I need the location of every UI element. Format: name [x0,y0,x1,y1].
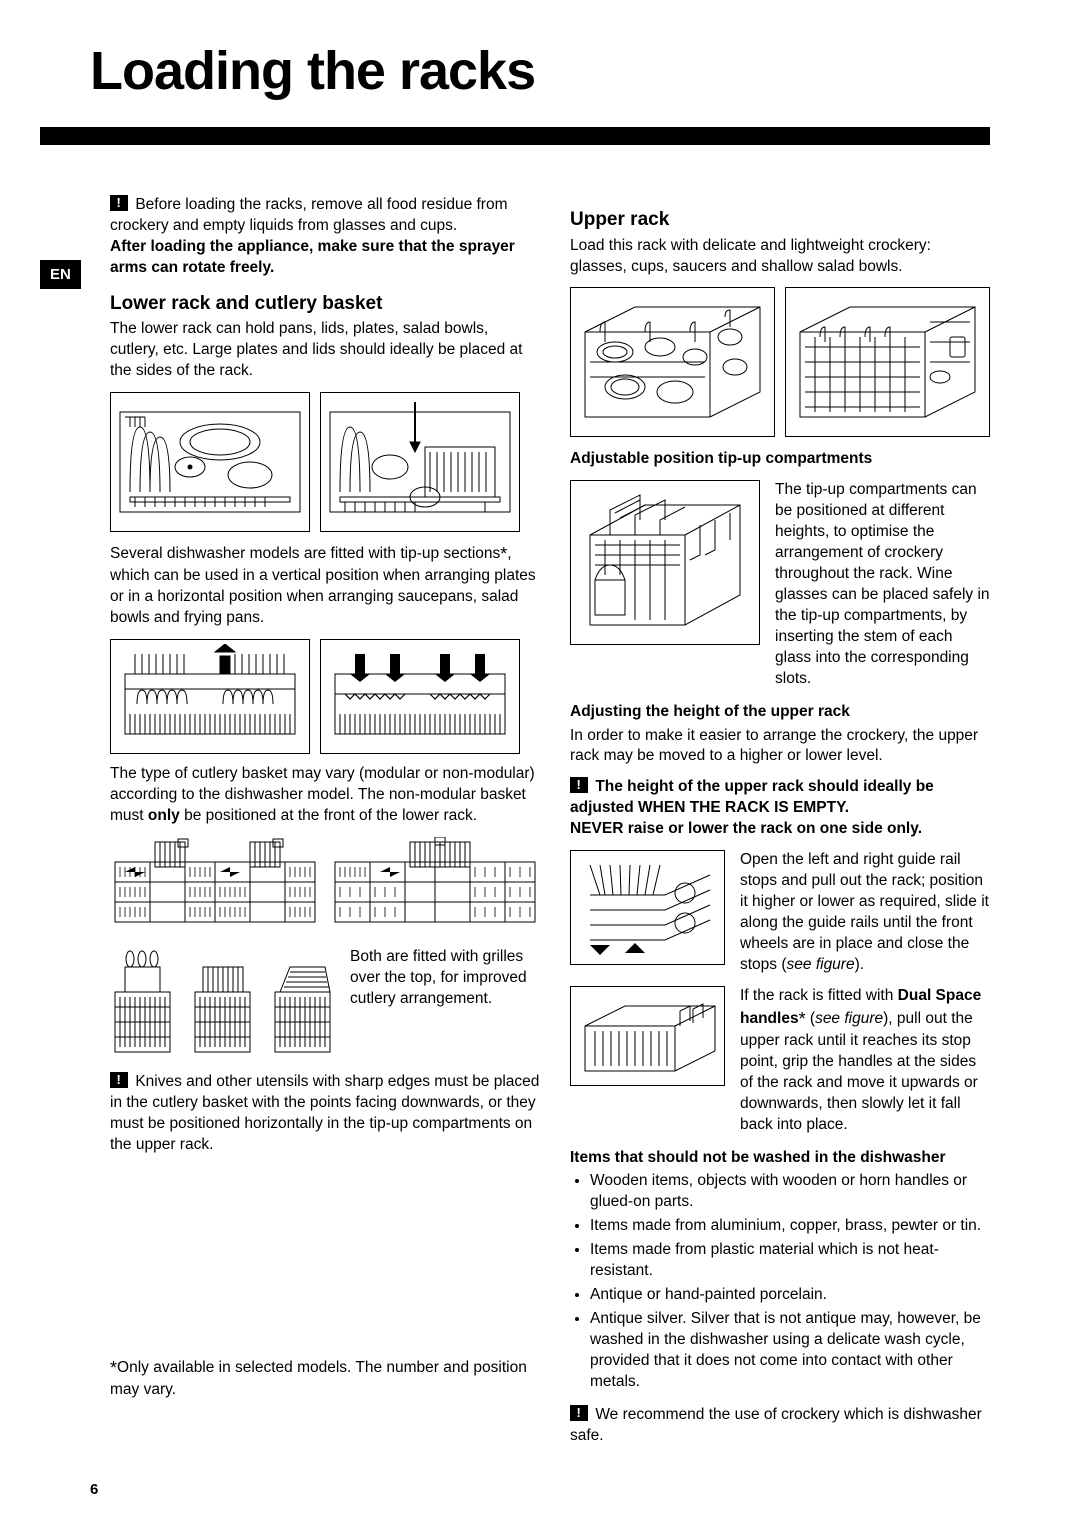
dual-space-text: If the rack is fitted with Dual Space ha… [740,986,990,1136]
adjustable-figure [570,480,760,645]
upper-rack-figure-1 [570,287,775,437]
intro-paragraph: Before loading the racks, remove all foo… [110,195,540,279]
intro-text-2: After loading the appliance, make sure t… [110,238,515,276]
cutlery-figure-row [110,837,540,937]
lower-rack-text: The lower rack can hold pans, lids, plat… [110,319,540,382]
language-tab: EN [40,260,81,289]
upper-rack-heading: Upper rack [570,207,990,233]
knives-text: Knives and other utensils with sharp edg… [110,1072,540,1156]
tipup-figure-1 [110,639,310,754]
asterisk-icon: * [110,1358,117,1378]
adjustable-row: The tip-up compartments can be positione… [570,480,990,689]
guide-rail-row: Open the left and right guide rail stops… [570,850,990,976]
right-column: Upper rack Load this rack with delicate … [570,195,990,1457]
list-item: Antique or hand-painted porcelain. [590,1285,990,1306]
dual-space-figure [570,986,725,1086]
list-item: Wooden items, objects with wooden or hor… [590,1171,990,1213]
dual-space-row: If the rack is fitted with Dual Space ha… [570,986,990,1136]
footnote: *Only available in selected models. The … [110,1356,540,1401]
guide-rail-text: Open the left and right guide rail stops… [740,850,990,976]
intro-text-1: Before loading the racks, remove all foo… [110,196,508,234]
list-item: Items made from plastic material which i… [590,1240,990,1282]
adjustable-heading: Adjustable position tip-up compartments [570,449,990,470]
warning-icon [570,1405,588,1421]
page-number: 6 [90,1481,98,1498]
cutlery-double-figure [110,947,335,1062]
lower-rack-figure-1 [110,392,310,532]
lower-rack-figure-row [110,392,540,532]
not-wash-list: Wooden items, objects with wooden or hor… [570,1171,990,1392]
upper-rack-text: Load this rack with delicate and lightwe… [570,236,990,278]
upper-rack-figure-row [570,287,990,437]
not-wash-heading: Items that should not be washed in the d… [570,1148,990,1169]
recommend-text: We recommend the use of crockery which i… [570,1405,990,1447]
cutlery-figure-2 [330,837,540,937]
divider-bar [40,127,990,145]
tipup-figure-2 [320,639,520,754]
lower-rack-figure-2 [320,392,520,532]
cutlery-double-row: Both are fitted with grilles over the to… [110,947,540,1062]
cutlery-basket-text: The type of cutlery basket may vary (mod… [110,764,540,827]
page-title: Loading the racks [0,0,1080,127]
adjust-height-heading: Adjusting the height of the upper rack [570,702,990,723]
asterisk-icon: * [799,1009,806,1029]
list-item: Antique silver. Silver that is not antiq… [590,1309,990,1393]
lower-rack-heading: Lower rack and cutlery basket [110,291,540,317]
warning-icon [110,195,128,211]
tipup-figure-row [110,639,540,754]
tipup-text: Several dishwasher models are fitted wit… [110,542,540,629]
cutlery-figure-1 [110,837,320,937]
warning-icon [570,777,588,793]
left-column: Before loading the racks, remove all foo… [110,195,540,1457]
cutlery-side-text: Both are fitted with grilles over the to… [350,947,540,1010]
list-item: Items made from aluminium, copper, brass… [590,1216,990,1237]
guide-rail-figure [570,850,725,965]
adjust-height-warn: The height of the upper rack should idea… [570,777,990,840]
adjustable-side-text: The tip-up compartments can be positione… [775,480,990,689]
content-columns: Before loading the racks, remove all foo… [0,195,1080,1457]
adjust-height-text: In order to make it easier to arrange th… [570,726,990,768]
warning-icon [110,1072,128,1088]
upper-rack-figure-2 [785,287,990,437]
